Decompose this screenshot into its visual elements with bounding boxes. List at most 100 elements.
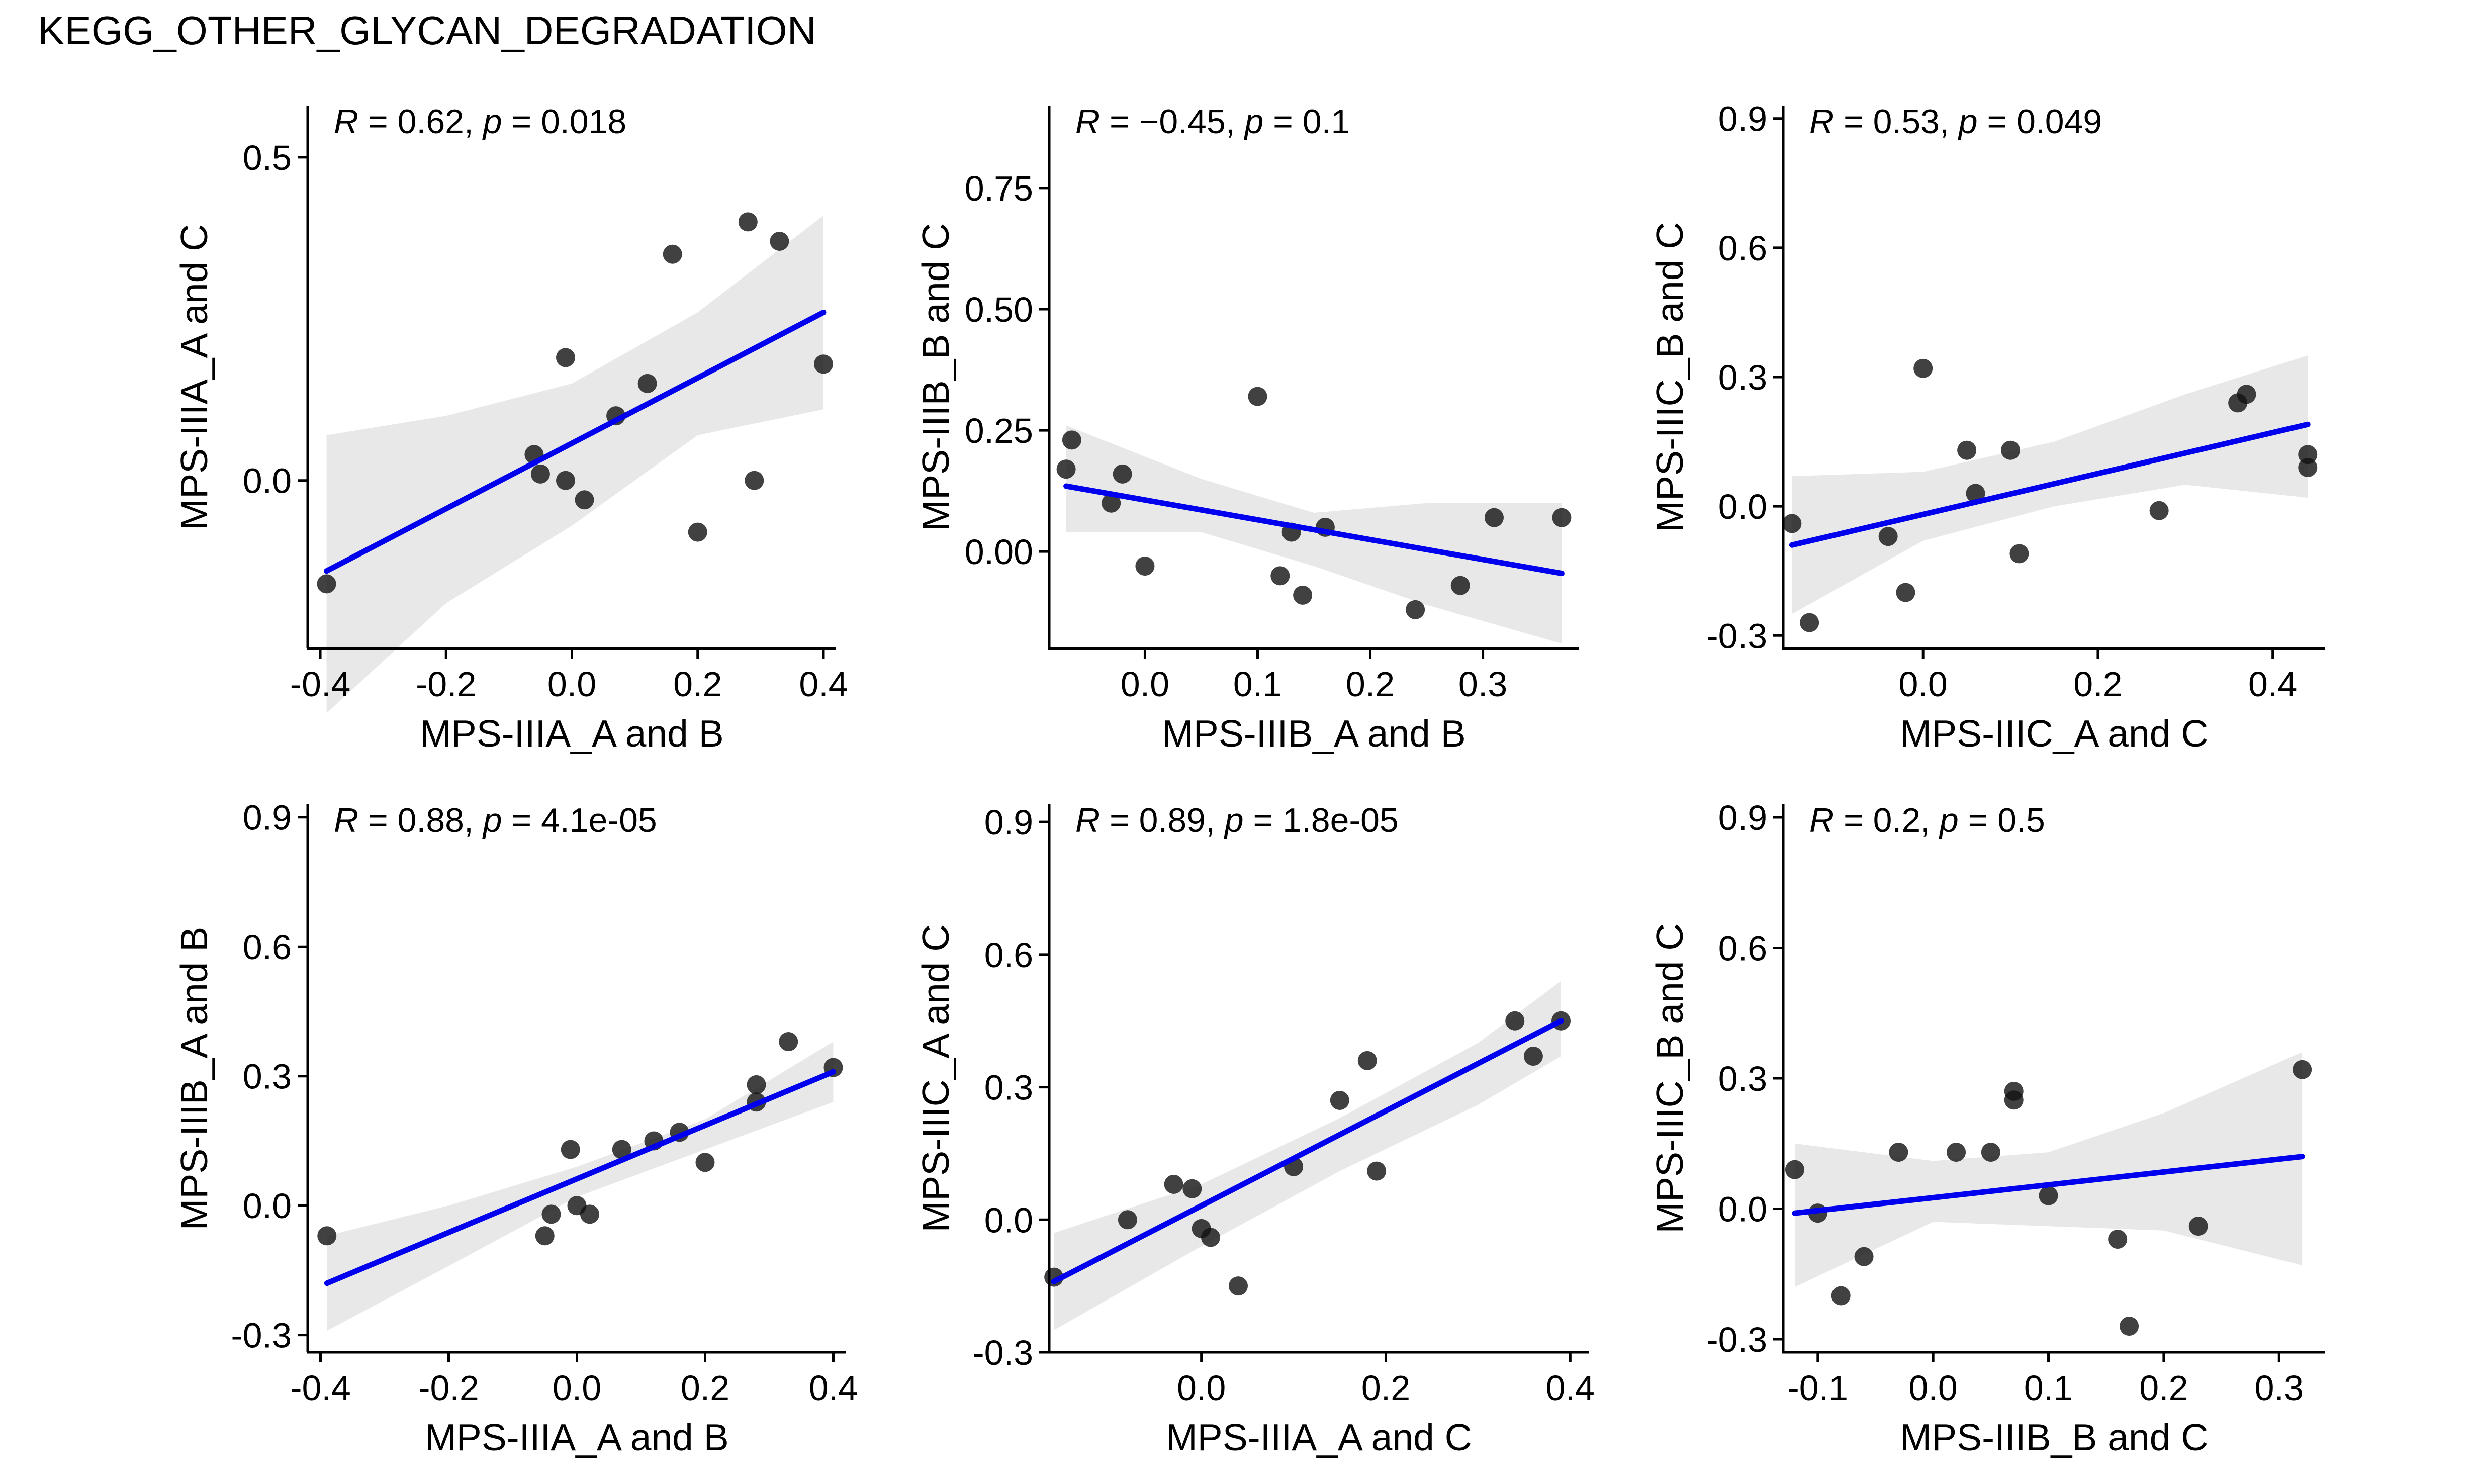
x-tick-label: 0.2 [1346,665,1395,704]
x-tick-label: 0.4 [1546,1368,1595,1408]
y-tick-label: -0.3 [972,1333,1033,1372]
confidence-band [1794,1052,2303,1287]
data-point [2001,440,2021,460]
y-tick-label: 0.0 [984,1200,1033,1240]
x-axis-label: MPS-IIIA_A and C [1166,1416,1472,1458]
data-point [1367,1161,1387,1181]
data-point [2188,1217,2208,1236]
regression-line [1051,1018,1564,1284]
data-point [1270,566,1290,586]
x-tick-label: -0.4 [290,1368,351,1408]
x-axis-label: MPS-IIIB_B and C [1900,1416,2209,1458]
y-tick-label: 0.3 [243,1057,292,1096]
x-tick-label: 0.0 [1177,1368,1226,1408]
correlation-annotation: R = 0.2, p = 0.5 [1809,801,2045,840]
y-axis-label: MPS-IIIA_A and C [173,224,215,530]
data-point [2108,1230,2128,1249]
y-tick-label: 0.6 [1718,229,1767,268]
data-point [747,1075,766,1094]
x-tick-label: 0.0 [1909,1368,1958,1408]
y-tick-label: 0.0 [243,461,292,501]
data-point [663,244,682,264]
x-tick-label: 0.2 [2139,1368,2188,1408]
data-point [1113,464,1132,484]
data-point [1896,583,1915,602]
confidence-band [1054,981,1561,1331]
x-tick-label: 0.2 [1361,1368,1410,1408]
data-point [2149,501,2169,520]
correlation-annotation: R = 0.62, p = 0.018 [334,103,626,141]
page-title: KEGG_OTHER_GLYCAN_DEGRADATION [38,8,816,53]
x-tick-label: -0.2 [416,665,477,704]
y-tick-label: 0.3 [984,1068,1033,1107]
x-tick-label: 0.4 [2248,665,2297,704]
correlation-annotation: R = 0.89, p = 1.8e-05 [1075,801,1399,840]
data-point [1330,1090,1349,1110]
x-tick-label: 0.0 [547,665,596,704]
scatter-panel-5: 0.0 0.2 0.4 -0.3 0.0 0.3 0.6 0.9 MPS-IIIA_A and … [914,801,1595,1458]
data-point [738,212,758,232]
x-tick-label: 0.4 [799,665,848,704]
y-axis-label: MPS-IIIC_B and C [1648,222,1691,532]
data-point [1182,1179,1202,1198]
data-point [1854,1247,1874,1266]
y-tick-label: 0.9 [984,803,1033,842]
y-tick-label: 0.0 [1718,487,1767,526]
data-point [688,522,707,542]
y-tick-label: 0.0 [243,1186,292,1226]
data-point [1831,1286,1851,1306]
data-point [1957,440,1977,460]
scatter-panel-1: -0.4 -0.2 0.0 0.2 0.4 0.0 0.5 MPS-IIIA_A and B M… [173,103,848,755]
data-point [317,574,336,594]
x-tick-label: -0.4 [290,665,351,704]
y-tick-label: 0.6 [1718,929,1767,968]
data-point [745,471,764,490]
y-tick-label: 0.6 [984,936,1033,975]
x-tick-label: 0.2 [2073,665,2122,704]
y-tick-label: 0.3 [1718,358,1767,397]
data-point [556,348,575,367]
y-axis-label: MPS-IIIB_A and B [173,926,215,1230]
data-point [1056,459,1076,479]
x-tick-label: 0.2 [673,665,722,704]
correlation-annotation: R = 0.88, p = 4.1e-05 [334,801,657,840]
confidence-band [327,1042,834,1331]
scatter-panel-3: 0.0 0.2 0.4 -0.3 0.0 0.3 0.6 0.9 MPS-IIIC_A and … [1648,100,2325,755]
confidence-band [1066,425,1562,644]
y-tick-label: 0.6 [243,928,292,967]
data-point [2039,1186,2058,1205]
confidence-band [326,215,823,713]
data-point [1523,1047,1543,1066]
data-point [1878,527,1898,546]
data-point [1293,585,1313,605]
data-point [2004,1090,2024,1110]
data-point [1785,1160,1804,1179]
y-axis-label: MPS-IIIB_B and C [914,223,957,531]
data-point [779,1032,798,1052]
y-axis-label: MPS-IIIC_A and C [914,924,957,1233]
y-axis-label: MPS-IIIC_B and C [1648,923,1691,1234]
data-point [1484,508,1504,527]
data-point [1450,576,1470,595]
regression-line [324,1069,836,1286]
data-point [612,1140,631,1159]
data-point [1201,1228,1220,1247]
data-point [1229,1276,1248,1296]
data-point [637,374,657,393]
data-point [530,464,550,484]
data-point [1062,430,1081,450]
regression-line [1792,1154,2305,1216]
data-point [561,1140,580,1159]
data-point [1913,358,1933,378]
data-point [556,471,575,490]
data-point [1552,508,1572,527]
y-tick-label: 0.5 [243,138,292,177]
x-tick-label: -0.2 [418,1368,479,1408]
data-point [580,1204,599,1224]
data-point [1966,484,1985,503]
y-tick-label: -0.3 [1706,1320,1767,1359]
data-point [770,232,789,251]
data-point [695,1153,715,1172]
x-tick-label: 0.2 [681,1368,729,1408]
data-point [2293,1060,2312,1079]
